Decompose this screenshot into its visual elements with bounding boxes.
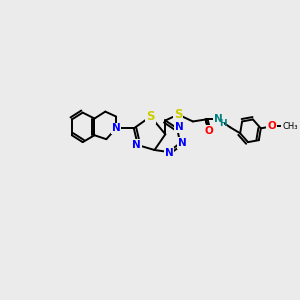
Text: N: N bbox=[165, 148, 174, 158]
Text: N: N bbox=[214, 115, 223, 124]
Text: N: N bbox=[178, 138, 187, 148]
Text: O: O bbox=[267, 122, 276, 131]
Text: S: S bbox=[174, 108, 182, 121]
Text: S: S bbox=[146, 110, 155, 123]
Text: CH₃: CH₃ bbox=[283, 122, 298, 131]
Text: N: N bbox=[132, 140, 141, 150]
Text: N: N bbox=[175, 122, 184, 132]
Text: N: N bbox=[112, 123, 121, 133]
Text: H: H bbox=[220, 119, 227, 128]
Text: O: O bbox=[204, 126, 213, 136]
